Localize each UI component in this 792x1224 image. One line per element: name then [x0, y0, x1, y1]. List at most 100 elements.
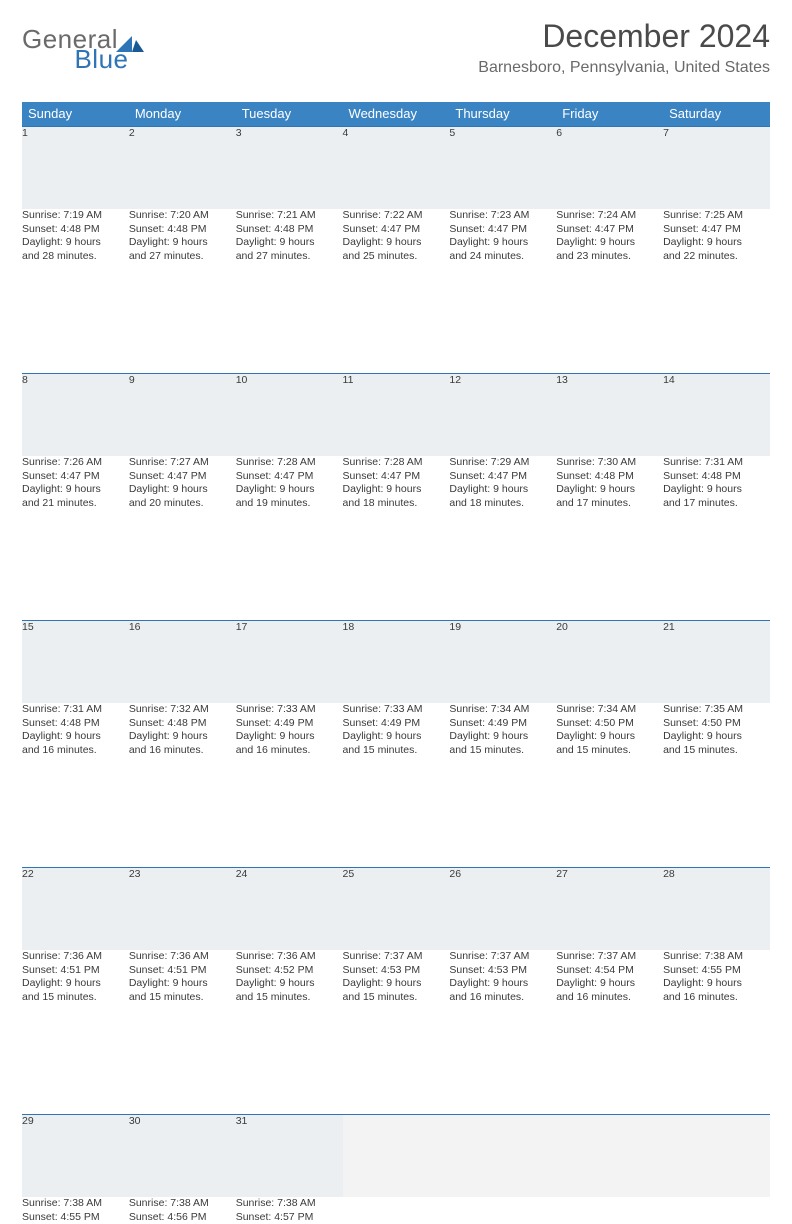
sunset-line: Sunset: 4:56 PM: [129, 1211, 236, 1224]
sunset-line: Sunset: 4:47 PM: [449, 470, 556, 484]
daylight-line-2: and 15 minutes.: [236, 991, 343, 1005]
sunset-line: Sunset: 4:48 PM: [556, 470, 663, 484]
daylight-line-1: Daylight: 9 hours: [343, 483, 450, 497]
daylight-line-1: Daylight: 9 hours: [449, 483, 556, 497]
daylight-line-1: Daylight: 9 hours: [663, 977, 770, 991]
sunrise-line: Sunrise: 7:25 AM: [663, 209, 770, 223]
brand-logo: General Blue: [22, 24, 177, 55]
sunset-line: Sunset: 4:49 PM: [236, 717, 343, 731]
day-cell: Sunrise: 7:21 AMSunset: 4:48 PMDaylight:…: [236, 209, 343, 291]
day-cell: Sunrise: 7:28 AMSunset: 4:47 PMDaylight:…: [343, 456, 450, 538]
sunset-line: Sunset: 4:52 PM: [236, 964, 343, 978]
header: General Blue December 2024 Barnesboro, P…: [22, 18, 770, 96]
sunset-line: Sunset: 4:50 PM: [556, 717, 663, 731]
sunrise-line: Sunrise: 7:36 AM: [129, 950, 236, 964]
daylight-line-1: Daylight: 9 hours: [449, 977, 556, 991]
week-spacer: [22, 291, 770, 374]
daylight-line-1: Daylight: 9 hours: [236, 730, 343, 744]
daylight-line-1: Daylight: 9 hours: [22, 483, 129, 497]
daylight-line-1: Daylight: 9 hours: [663, 483, 770, 497]
day-number: 17: [236, 621, 343, 704]
day-number: 20: [556, 621, 663, 704]
sunrise-line: Sunrise: 7:31 AM: [663, 456, 770, 470]
daylight-line-2: and 16 minutes.: [663, 991, 770, 1005]
day-number: 25: [343, 868, 450, 951]
daylight-line-2: and 25 minutes.: [343, 250, 450, 264]
daylight-line-1: Daylight: 9 hours: [22, 977, 129, 991]
day-number: 24: [236, 868, 343, 951]
sunset-line: Sunset: 4:47 PM: [343, 470, 450, 484]
daylight-line-2: and 15 minutes.: [343, 744, 450, 758]
day-number: 4: [343, 127, 450, 210]
week-spacer: [22, 1032, 770, 1115]
sunrise-line: Sunrise: 7:37 AM: [556, 950, 663, 964]
weekday-header: Saturday: [663, 102, 770, 127]
weekday-header: Monday: [129, 102, 236, 127]
day-cell: Sunrise: 7:27 AMSunset: 4:47 PMDaylight:…: [129, 456, 236, 538]
sunset-line: Sunset: 4:47 PM: [129, 470, 236, 484]
day-number: 14: [663, 374, 770, 457]
day-detail-row: Sunrise: 7:38 AMSunset: 4:55 PMDaylight:…: [22, 1197, 770, 1224]
sunrise-line: Sunrise: 7:36 AM: [22, 950, 129, 964]
daylight-line-1: Daylight: 9 hours: [236, 236, 343, 250]
day-cell: Sunrise: 7:37 AMSunset: 4:54 PMDaylight:…: [556, 950, 663, 1032]
day-number: 26: [449, 868, 556, 951]
sunrise-line: Sunrise: 7:26 AM: [22, 456, 129, 470]
day-cell: Sunrise: 7:37 AMSunset: 4:53 PMDaylight:…: [343, 950, 450, 1032]
daylight-line-2: and 16 minutes.: [449, 991, 556, 1005]
day-number: 7: [663, 127, 770, 210]
daylight-line-2: and 27 minutes.: [236, 250, 343, 264]
daylight-line-2: and 20 minutes.: [129, 497, 236, 511]
sunset-line: Sunset: 4:47 PM: [449, 223, 556, 237]
day-cell: Sunrise: 7:38 AMSunset: 4:55 PMDaylight:…: [22, 1197, 129, 1224]
day-cell: Sunrise: 7:19 AMSunset: 4:48 PMDaylight:…: [22, 209, 129, 291]
sunset-line: Sunset: 4:47 PM: [343, 223, 450, 237]
daylight-line-2: and 15 minutes.: [129, 991, 236, 1005]
daylight-line-2: and 16 minutes.: [22, 744, 129, 758]
day-cell: Sunrise: 7:38 AMSunset: 4:55 PMDaylight:…: [663, 950, 770, 1032]
sunrise-line: Sunrise: 7:35 AM: [663, 703, 770, 717]
daylight-line-1: Daylight: 9 hours: [663, 236, 770, 250]
day-number: 3: [236, 127, 343, 210]
daylight-line-2: and 28 minutes.: [22, 250, 129, 264]
day-cell: Sunrise: 7:31 AMSunset: 4:48 PMDaylight:…: [22, 703, 129, 785]
daylight-line-2: and 15 minutes.: [449, 744, 556, 758]
sunrise-line: Sunrise: 7:32 AM: [129, 703, 236, 717]
sunrise-line: Sunrise: 7:38 AM: [663, 950, 770, 964]
weekday-header: Tuesday: [236, 102, 343, 127]
location-subtitle: Barnesboro, Pennsylvania, United States: [478, 59, 770, 77]
day-number: 11: [343, 374, 450, 457]
daylight-line-2: and 16 minutes.: [236, 744, 343, 758]
day-number: 10: [236, 374, 343, 457]
day-cell: Sunrise: 7:23 AMSunset: 4:47 PMDaylight:…: [449, 209, 556, 291]
sunset-line: Sunset: 4:48 PM: [663, 470, 770, 484]
sunset-line: Sunset: 4:50 PM: [663, 717, 770, 731]
calendar-table: SundayMondayTuesdayWednesdayThursdayFrid…: [22, 102, 770, 1224]
daylight-line-1: Daylight: 9 hours: [556, 730, 663, 744]
daylight-line-2: and 15 minutes.: [556, 744, 663, 758]
daylight-line-2: and 22 minutes.: [663, 250, 770, 264]
daylight-line-2: and 23 minutes.: [556, 250, 663, 264]
daylight-line-2: and 18 minutes.: [449, 497, 556, 511]
day-cell: Sunrise: 7:34 AMSunset: 4:50 PMDaylight:…: [556, 703, 663, 785]
daylight-line-1: Daylight: 9 hours: [129, 977, 236, 991]
sunset-line: Sunset: 4:47 PM: [663, 223, 770, 237]
sunset-line: Sunset: 4:55 PM: [22, 1211, 129, 1224]
sunrise-line: Sunrise: 7:21 AM: [236, 209, 343, 223]
daylight-line-2: and 17 minutes.: [556, 497, 663, 511]
day-number: 1: [22, 127, 129, 210]
blank-day-number: [556, 1115, 663, 1198]
day-cell: Sunrise: 7:26 AMSunset: 4:47 PMDaylight:…: [22, 456, 129, 538]
blank-day-cell: [663, 1197, 770, 1224]
daylight-line-2: and 15 minutes.: [343, 991, 450, 1005]
sunrise-line: Sunrise: 7:37 AM: [343, 950, 450, 964]
sunset-line: Sunset: 4:47 PM: [236, 470, 343, 484]
sunrise-line: Sunrise: 7:33 AM: [343, 703, 450, 717]
day-cell: Sunrise: 7:35 AMSunset: 4:50 PMDaylight:…: [663, 703, 770, 785]
day-number: 13: [556, 374, 663, 457]
daylight-line-2: and 24 minutes.: [449, 250, 556, 264]
day-cell: Sunrise: 7:22 AMSunset: 4:47 PMDaylight:…: [343, 209, 450, 291]
day-cell: Sunrise: 7:31 AMSunset: 4:48 PMDaylight:…: [663, 456, 770, 538]
sunrise-line: Sunrise: 7:34 AM: [556, 703, 663, 717]
daylight-line-1: Daylight: 9 hours: [556, 977, 663, 991]
